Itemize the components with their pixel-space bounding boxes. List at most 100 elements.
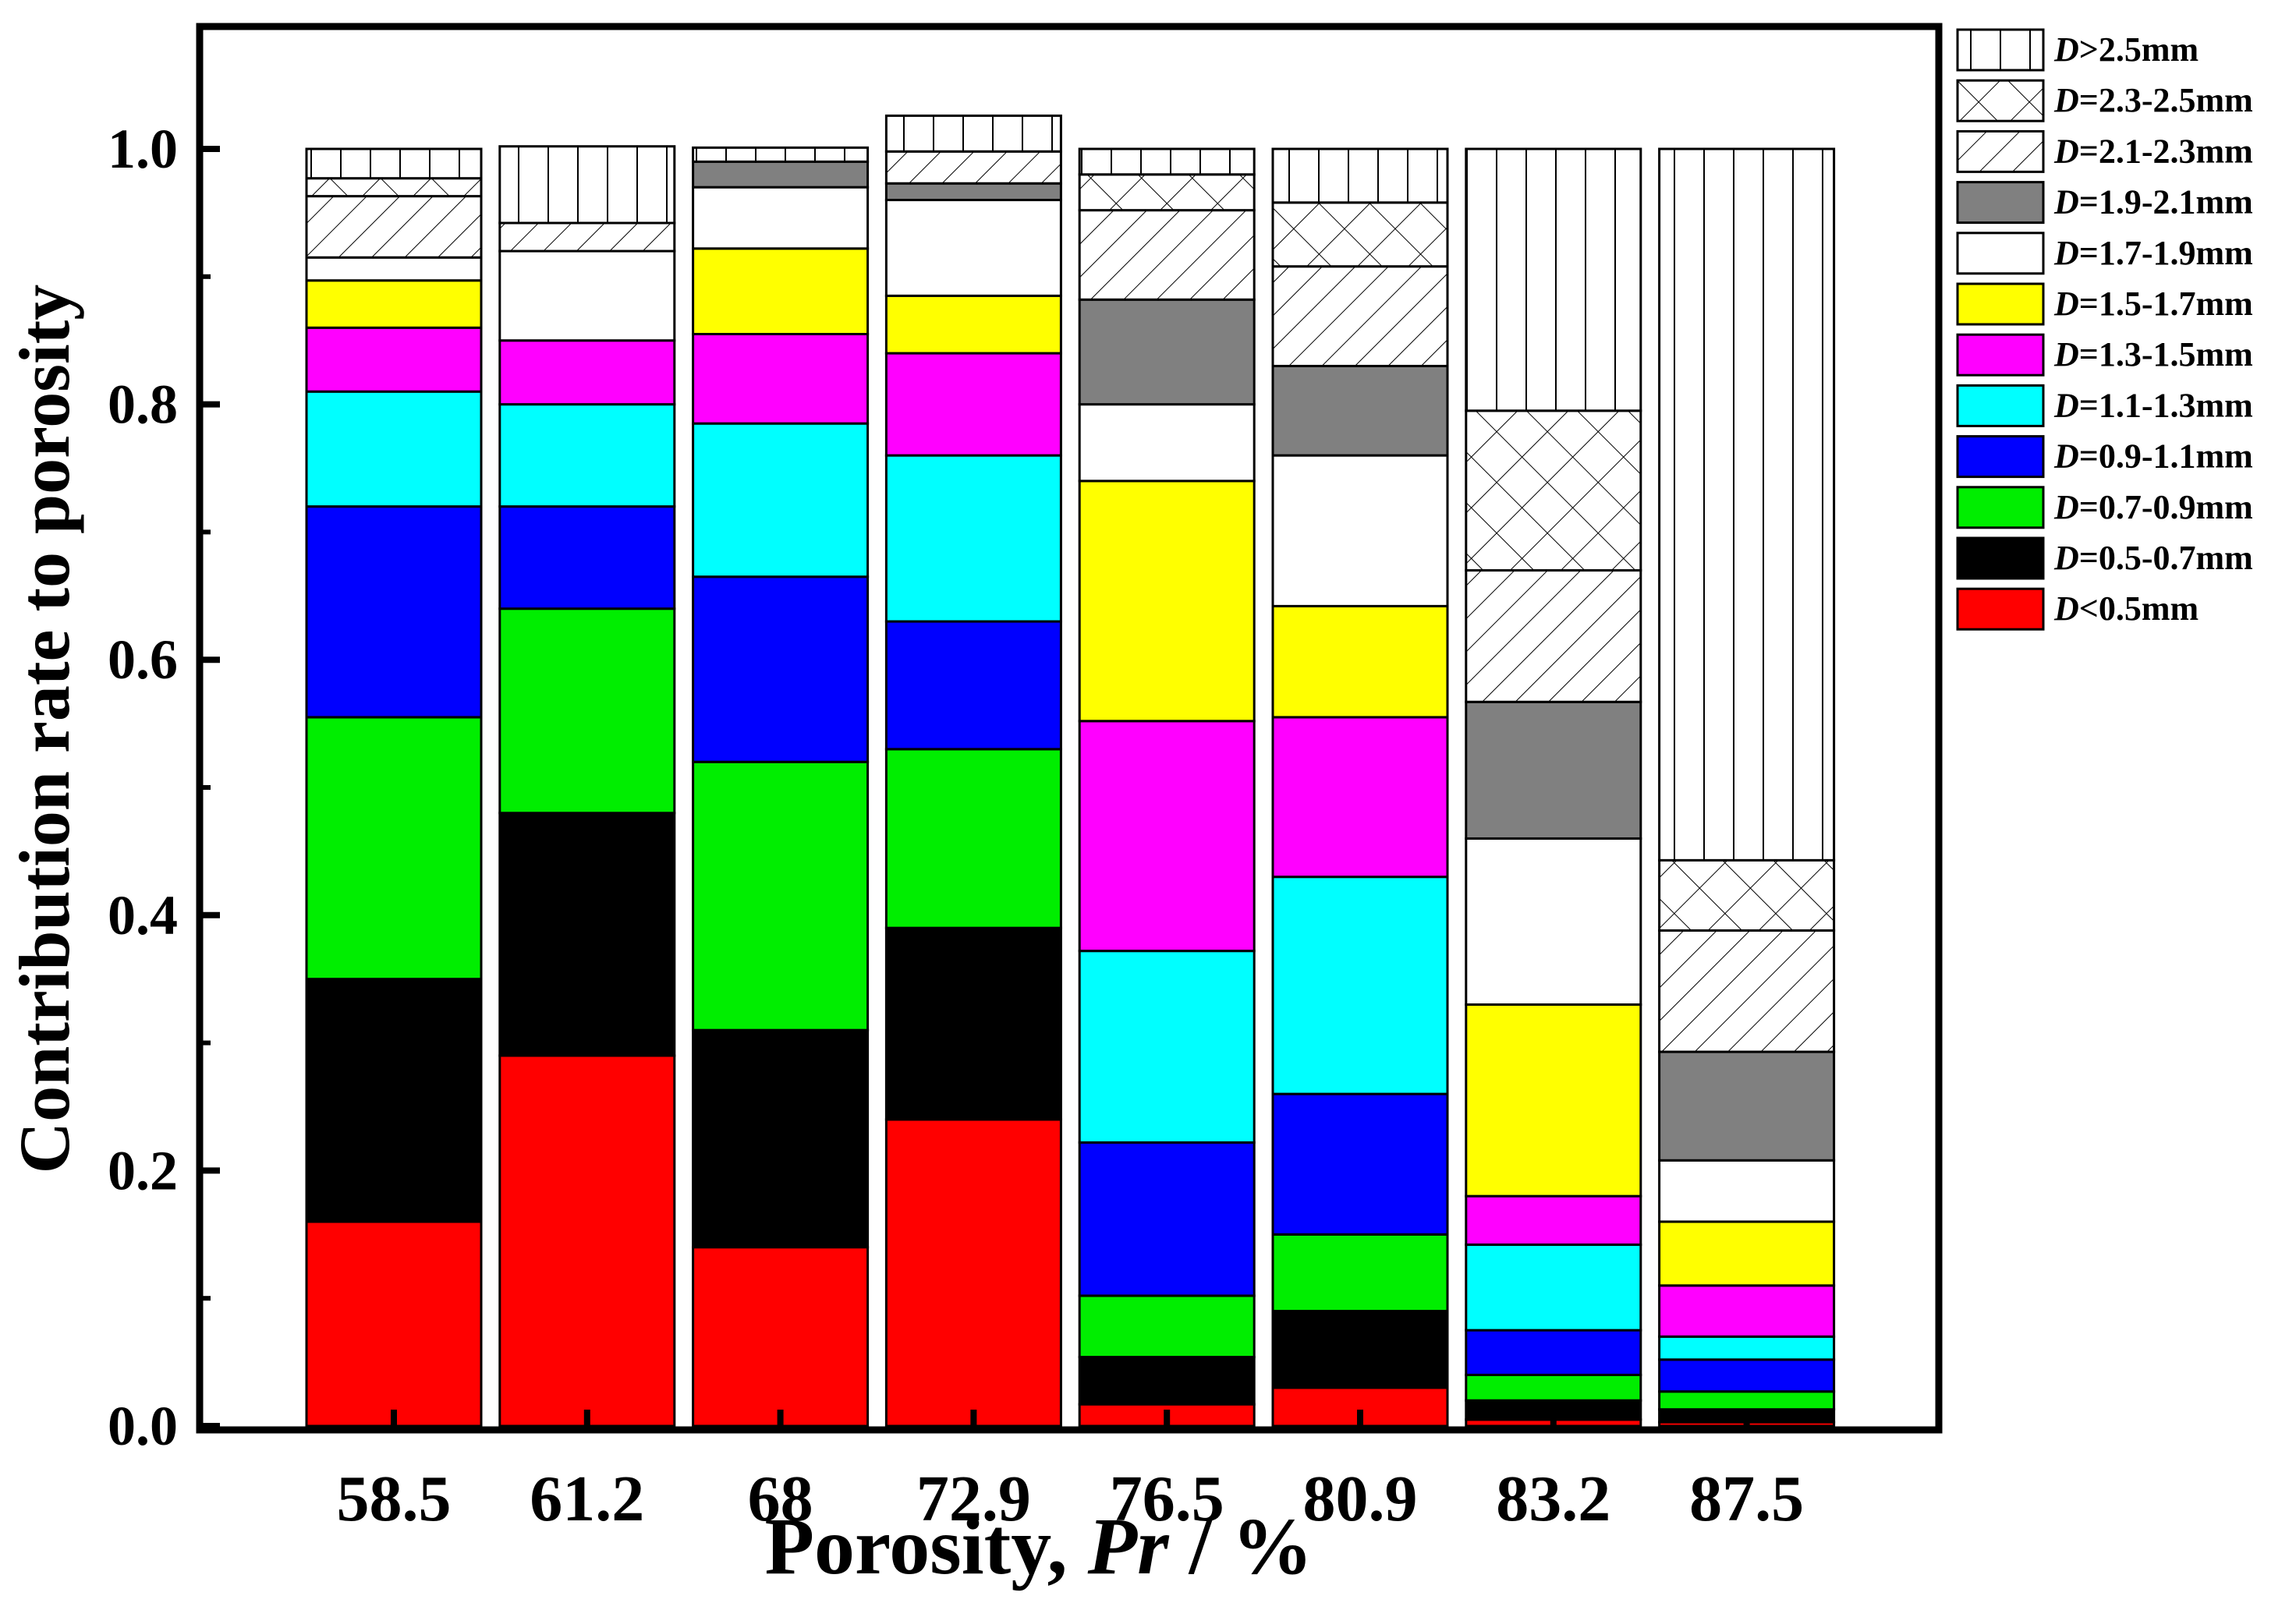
segment-d-0-9-1-1mm-76-5 — [1078, 1141, 1256, 1297]
segment-d-2-1-2-3mm-61-2 — [498, 221, 676, 253]
segment-d-1-7-1-9mm-83-2 — [1465, 837, 1642, 1006]
segment-d-2-5mm-83-2 — [1465, 147, 1642, 412]
segment-d-2-5mm-80-9 — [1271, 147, 1449, 204]
segment-d-0-5mm-58-5 — [305, 1220, 483, 1428]
legend-swatch — [1956, 587, 2045, 631]
legend-swatch — [1956, 486, 2045, 529]
segment-d-2-5mm-68 — [692, 146, 870, 163]
bar-76-5: 76.5 — [1078, 147, 1256, 1535]
legend-label: D=1.5-1.7mm — [2053, 285, 2253, 323]
y-tick-label: 0.6 — [108, 628, 178, 691]
segment-d-0-7-0-9mm-83-2 — [1465, 1373, 1642, 1402]
segment-d-1-7-1-9mm-87-5 — [1658, 1159, 1836, 1223]
segment-d-0-7-0-9mm-76-5 — [1078, 1294, 1256, 1359]
legend-label: D=2.1-2.3mm — [2053, 132, 2253, 170]
segment-d-1-3-1-5mm-61-2 — [498, 339, 676, 406]
segment-d-0-5-0-7mm-76-5 — [1078, 1356, 1256, 1406]
bar-83-2: 83.2 — [1465, 147, 1642, 1535]
segment-d-2-1-2-3mm-76-5 — [1078, 209, 1256, 301]
segment-d-0-7-0-9mm-80-9 — [1271, 1233, 1449, 1313]
segment-d-1-3-1-5mm-83-2 — [1465, 1194, 1642, 1246]
segment-d-1-3-1-5mm-76-5 — [1078, 720, 1256, 953]
segment-d-0-5-0-7mm-61-2 — [498, 812, 676, 1057]
segment-d-1-1-1-3mm-87-5 — [1658, 1335, 1836, 1361]
legend-label: D>2.5mm — [2053, 30, 2199, 69]
segment-d-0-5-0-7mm-80-9 — [1271, 1310, 1449, 1389]
legend-item-d-2-3-2-5mm: D=2.3-2.5mm — [1956, 79, 2253, 122]
segment-d-1-3-1-5mm-58-5 — [305, 326, 483, 393]
legend-label: D<0.5mm — [2053, 589, 2199, 628]
segment-d-0-7-0-9mm-61-2 — [498, 607, 676, 815]
plot-frame — [196, 23, 1943, 1434]
legend-item-d-1-1-1-3mm: D=1.1-1.3mm — [1956, 384, 2253, 427]
legend: D>2.5mm D=2.3-2.5mm D=2.1-2.3mm D=1.9-2.1mm… — [1956, 28, 2253, 631]
bar-80-9: 80.9 — [1271, 147, 1449, 1535]
x-tick-label: 68 — [748, 1463, 813, 1535]
legend-swatch — [1956, 79, 2045, 122]
segment-d-1-5-1-7mm-58-5 — [305, 279, 483, 329]
segment-d-1-5-1-7mm-80-9 — [1271, 604, 1449, 719]
segment-d-1-5-1-7mm-76-5 — [1078, 479, 1256, 723]
legend-swatch — [1956, 536, 2045, 580]
bars-layer: 58.5 61.2 68 72.9 76.5 80.9 83.2 87.5 — [305, 114, 1836, 1535]
legend-swatch — [1956, 384, 2045, 427]
segment-d-1-1-1-3mm-80-9 — [1271, 876, 1449, 1095]
segment-d-2-5mm-61-2 — [498, 145, 676, 225]
x-tick-label: 76.5 — [1110, 1463, 1224, 1535]
segment-d-2-5mm-87-5 — [1658, 147, 1836, 862]
legend-item-d-0-9-1-1mm: D=0.9-1.1mm — [1956, 435, 2253, 479]
x-tick-label: 80.9 — [1303, 1463, 1418, 1535]
segment-d-2-3-2-5mm-58-5 — [305, 177, 483, 198]
legend-swatch — [1956, 333, 2045, 377]
segment-d-2-1-2-3mm-83-2 — [1465, 569, 1642, 703]
segment-d-0-5mm-61-2 — [498, 1054, 676, 1428]
segment-d-0-7-0-9mm-68 — [692, 760, 870, 1031]
segment-d-1-7-1-9mm-80-9 — [1271, 454, 1449, 607]
legend-swatch — [1956, 181, 2045, 225]
x-tick-label: 87.5 — [1689, 1463, 1804, 1535]
legend-label: D=1.7-1.9mm — [2053, 234, 2253, 272]
legend-item-d-2-5mm: D>2.5mm — [1956, 28, 2199, 72]
legend-item-d-0-5-0-7mm: D=0.5-0.7mm — [1956, 536, 2253, 580]
segment-d-0-9-1-1mm-83-2 — [1465, 1329, 1642, 1376]
segment-d-1-1-1-3mm-58-5 — [305, 390, 483, 508]
x-tick-label: 72.9 — [916, 1463, 1031, 1535]
bar-72-9: 72.9 — [884, 114, 1062, 1535]
segment-d-1-1-1-3mm-83-2 — [1465, 1243, 1642, 1332]
segment-d-0-9-1-1mm-72-9 — [884, 620, 1062, 751]
segment-d-1-7-1-9mm-68 — [692, 186, 870, 250]
segment-d-1-3-1-5mm-80-9 — [1271, 716, 1449, 879]
segment-d-1-7-1-9mm-72-9 — [884, 199, 1062, 297]
x-tick-label: 83.2 — [1496, 1463, 1610, 1535]
segment-d-0-7-0-9mm-58-5 — [305, 716, 483, 981]
segment-d-1-3-1-5mm-68 — [692, 333, 870, 425]
legend-label: D=1.1-1.3mm — [2053, 386, 2253, 424]
segment-d-2-3-2-5mm-80-9 — [1271, 201, 1449, 268]
segment-d-1-7-1-9mm-58-5 — [305, 256, 483, 282]
segment-d-0-9-1-1mm-61-2 — [498, 505, 676, 610]
x-axis-label: Porosity, Pr / % — [765, 1502, 1313, 1591]
legend-label: D=2.3-2.5mm — [2053, 81, 2253, 119]
segment-d-2-5mm-76-5 — [1078, 147, 1256, 176]
segment-d-1-1-1-3mm-72-9 — [884, 454, 1062, 623]
segment-d-2-1-2-3mm-72-9 — [884, 150, 1062, 185]
legend-swatch — [1956, 129, 2045, 173]
legend-item-d-1-9-2-1mm: D=1.9-2.1mm — [1956, 181, 2253, 225]
segment-d-2-5mm-72-9 — [884, 114, 1062, 153]
segment-d-1-9-2-1mm-83-2 — [1465, 700, 1642, 840]
segment-d-1-5-1-7mm-87-5 — [1658, 1220, 1836, 1287]
segment-d-0-5-0-7mm-72-9 — [884, 926, 1062, 1121]
y-tick-label: 0.8 — [108, 373, 178, 436]
y-tick-label: 1.0 — [108, 118, 178, 180]
segment-d-1-1-1-3mm-68 — [692, 422, 870, 579]
segment-d-0-5mm-72-9 — [884, 1118, 1062, 1428]
x-axis-label-prefix: Porosity, — [765, 1502, 1088, 1591]
segment-d-1-3-1-5mm-72-9 — [884, 352, 1062, 457]
segment-d-1-5-1-7mm-83-2 — [1465, 1003, 1642, 1198]
y-tick-label: 0.0 — [108, 1395, 178, 1457]
segment-d-0-9-1-1mm-58-5 — [305, 505, 483, 719]
legend-label: D=0.5-0.7mm — [2053, 539, 2253, 577]
segment-d-0-5-0-7mm-68 — [692, 1028, 870, 1249]
segment-d-1-7-1-9mm-61-2 — [498, 249, 676, 342]
